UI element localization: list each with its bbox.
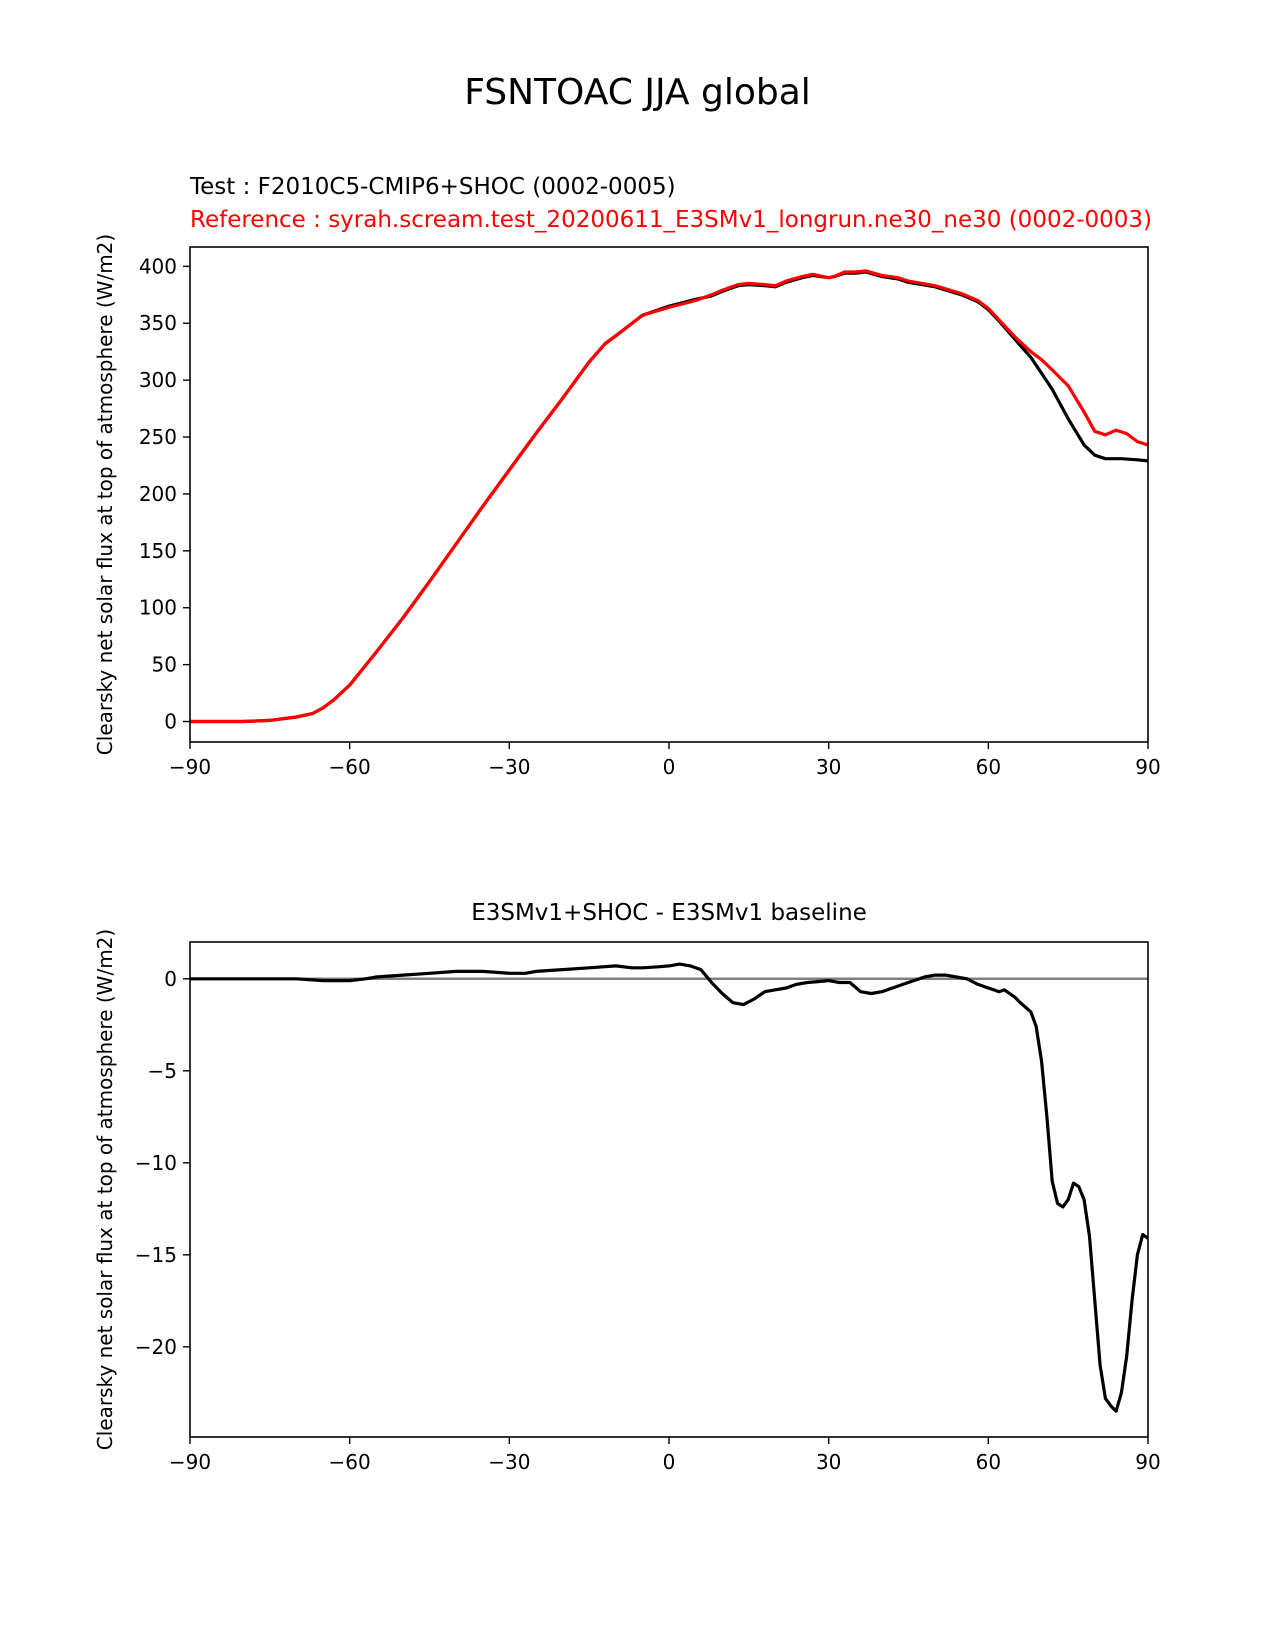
bottom-xtick-label: 60 bbox=[976, 1450, 1001, 1474]
bottom-xtick-label: −90 bbox=[169, 1450, 211, 1474]
bottom-ytick-label: −5 bbox=[148, 1059, 177, 1083]
top-series-reference-line bbox=[190, 269, 1148, 724]
top-ytick-label: 400 bbox=[139, 254, 177, 278]
bottom-ytick-label: −15 bbox=[135, 1243, 177, 1267]
bottom-panel: −90 −60 −30 0 30 60 90 0 −5 −10 −15 −20 Clearsky net… bbox=[93, 929, 1161, 1474]
top-xtick-label: 60 bbox=[976, 755, 1001, 779]
top-xtick-label: 30 bbox=[816, 755, 841, 779]
top-xtick-label: −90 bbox=[169, 755, 211, 779]
test-subtitle: Test : F2010C5-CMIP6+SHOC (0002-0005) bbox=[190, 174, 676, 200]
top-ytick-label: 150 bbox=[139, 539, 177, 563]
bottom-ytick-label: −10 bbox=[135, 1151, 177, 1175]
top-xtick-label: 90 bbox=[1135, 755, 1160, 779]
reference-subtitle: Reference : syrah.scream.test_20200611_E… bbox=[190, 207, 1153, 233]
top-ytick-label: 250 bbox=[139, 425, 177, 449]
bottom-xtick-label: 0 bbox=[663, 1450, 676, 1474]
top-ylabel: Clearsky net solar flux at top of atmosp… bbox=[93, 234, 117, 755]
bottom-ytick-label: 0 bbox=[164, 967, 177, 991]
figure-title: FSNTOAC JJA global bbox=[464, 72, 811, 113]
top-xtick-label: −30 bbox=[488, 755, 530, 779]
top-ytick-label: 350 bbox=[139, 311, 177, 335]
top-ytick-label: 50 bbox=[152, 653, 177, 677]
bottom-series-difference-line bbox=[190, 962, 1148, 1413]
top-ytick-label: 200 bbox=[139, 482, 177, 506]
bottom-xtick-label: 30 bbox=[816, 1450, 841, 1474]
top-ytick-label: 300 bbox=[139, 368, 177, 392]
difference-panel-title: E3SMv1+SHOC - E3SMv1 baseline bbox=[471, 900, 867, 926]
top-axes-frame bbox=[189, 246, 1149, 743]
top-series-test-line bbox=[190, 270, 1148, 724]
top-panel: −90 −60 −30 0 30 60 90 0 50 100 150 200 250 300 350 400… bbox=[93, 234, 1161, 779]
bottom-ylabel: Clearsky net solar flux at top of atmosp… bbox=[93, 929, 117, 1450]
bottom-xtick-label: −60 bbox=[329, 1450, 371, 1474]
bottom-xtick-label: −30 bbox=[488, 1450, 530, 1474]
bottom-axes-frame bbox=[189, 941, 1149, 1438]
top-ytick-label: 0 bbox=[164, 710, 177, 734]
bottom-ytick-label: −20 bbox=[135, 1335, 177, 1359]
bottom-xtick-label: 90 bbox=[1135, 1450, 1160, 1474]
top-xtick-label: −60 bbox=[329, 755, 371, 779]
top-ytick-label: 100 bbox=[139, 596, 177, 620]
top-xtick-label: 0 bbox=[663, 755, 676, 779]
